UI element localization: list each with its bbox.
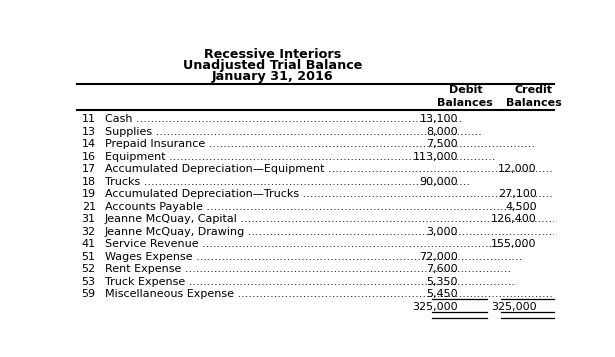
Text: Jeanne McQuay, Capital .........................................................: Jeanne McQuay, Capital .................…	[105, 214, 567, 224]
Text: 27,100: 27,100	[498, 189, 537, 199]
Text: Accumulated Depreciation—Trucks ................................................: Accumulated Depreciation—Trucks ........…	[105, 189, 615, 199]
Text: 21: 21	[82, 202, 96, 212]
Text: Cash ...........................................................................: Cash ...................................…	[105, 114, 462, 124]
Text: Accumulated Depreciation—Equipment .............................................: Accumulated Depreciation—Equipment .....…	[105, 164, 615, 174]
Text: Prepaid Insurance ..............................................................: Prepaid Insurance ......................…	[105, 139, 534, 149]
Text: 5,350: 5,350	[427, 277, 458, 287]
Text: 18: 18	[82, 177, 96, 187]
Text: 90,000: 90,000	[419, 177, 458, 187]
Text: 14: 14	[82, 139, 96, 149]
Text: 13: 13	[82, 127, 96, 137]
Text: Trucks .........................................................................: Trucks .................................…	[105, 177, 469, 187]
Text: 16: 16	[82, 152, 96, 162]
Text: Credit
Balances: Credit Balances	[506, 85, 561, 108]
Text: 7,600: 7,600	[427, 265, 458, 275]
Text: Truck Expense ..................................................................: Truck Expense ..........................…	[105, 277, 515, 287]
Text: 7,500: 7,500	[427, 139, 458, 149]
Text: 17: 17	[82, 164, 96, 174]
Text: 11: 11	[82, 114, 96, 124]
Text: 13,100: 13,100	[419, 114, 458, 124]
Text: 4,500: 4,500	[505, 202, 537, 212]
Text: 155,000: 155,000	[491, 240, 537, 250]
Text: 59: 59	[82, 290, 96, 300]
Text: 325,000: 325,000	[413, 302, 458, 312]
Text: 31: 31	[82, 214, 96, 224]
Text: Recessive Interiors: Recessive Interiors	[204, 48, 341, 61]
Text: January 31, 2016: January 31, 2016	[212, 70, 333, 83]
Text: 41: 41	[82, 240, 96, 250]
Text: 5,450: 5,450	[427, 290, 458, 300]
Text: Unadjusted Trial Balance: Unadjusted Trial Balance	[183, 59, 362, 72]
Text: Jeanne McQuay, Drawing .........................................................: Jeanne McQuay, Drawing .................…	[105, 227, 574, 237]
Text: 8,000: 8,000	[427, 127, 458, 137]
Text: 32: 32	[82, 227, 96, 237]
Text: 51: 51	[82, 252, 96, 262]
Text: 12,000: 12,000	[498, 164, 537, 174]
Text: 52: 52	[82, 265, 96, 275]
Text: Wages Expense ..................................................................: Wages Expense ..........................…	[105, 252, 522, 262]
Text: Rent Expense ...................................................................: Rent Expense ...........................…	[105, 265, 510, 275]
Text: 325,000: 325,000	[491, 302, 537, 312]
Text: 19: 19	[82, 189, 96, 199]
Text: 72,000: 72,000	[419, 252, 458, 262]
Text: 126,400: 126,400	[491, 214, 537, 224]
Text: Debit
Balances: Debit Balances	[437, 85, 493, 108]
Text: Supplies .......................................................................: Supplies ...............................…	[105, 127, 482, 137]
Text: 113,000: 113,000	[413, 152, 458, 162]
Text: 3,000: 3,000	[427, 227, 458, 237]
Text: Miscellaneous Expense ..........................................................: Miscellaneous Expense ..................…	[105, 290, 563, 300]
Text: Service Revenue ................................................................: Service Revenue ........................…	[105, 240, 528, 250]
Text: Equipment ......................................................................: Equipment ..............................…	[105, 152, 495, 162]
Text: Accounts Payable ...............................................................: Accounts Payable .......................…	[105, 202, 532, 212]
Text: 53: 53	[82, 277, 96, 287]
